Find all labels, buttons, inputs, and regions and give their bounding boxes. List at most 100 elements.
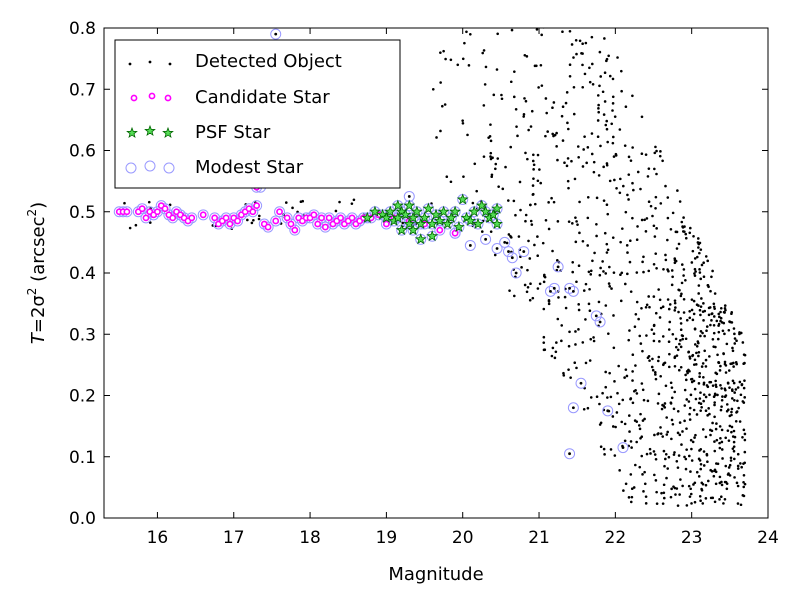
detected-object-point <box>700 365 704 368</box>
detected-object-point <box>439 51 442 54</box>
detected-object-point <box>586 244 589 247</box>
detected-object-point <box>666 238 669 242</box>
detected-object-point <box>667 269 670 273</box>
detected-object-point <box>570 43 574 46</box>
detected-object-point <box>699 277 703 281</box>
detected-object-point <box>556 220 560 223</box>
detected-object-point <box>682 216 685 219</box>
detected-object-point <box>547 302 551 306</box>
detected-object-point <box>723 332 726 336</box>
detected-object-point <box>720 483 724 487</box>
detected-object-point <box>653 235 657 238</box>
detected-object-point <box>602 113 606 116</box>
detected-object-point <box>537 86 540 89</box>
legend-marker-psf <box>162 126 174 138</box>
candidate-star-point <box>154 208 161 216</box>
detected-object-point <box>715 462 718 465</box>
detected-object-point <box>664 457 667 461</box>
detected-object-point <box>641 473 644 476</box>
modest-star-point <box>209 212 221 224</box>
detected-object-point <box>435 136 438 139</box>
modest-star-point <box>312 218 324 230</box>
detected-object-point <box>572 56 575 59</box>
detected-object-point <box>556 317 560 321</box>
detected-object-point <box>704 483 708 487</box>
detected-object-point <box>677 242 681 246</box>
detected-object-point <box>500 97 504 101</box>
detected-object-point <box>666 196 670 199</box>
detected-object-point <box>627 198 630 201</box>
detected-object-point <box>732 361 735 365</box>
x-tick-label: 16 <box>147 528 169 548</box>
detected-object-point <box>603 231 607 235</box>
detected-object-point <box>599 144 602 148</box>
detected-object-point <box>494 162 498 166</box>
detected-object-point <box>629 440 633 443</box>
detected-object-point <box>465 30 468 34</box>
detected-object-point <box>683 388 687 392</box>
detected-object-point <box>736 386 740 389</box>
detected-object-point <box>702 464 706 467</box>
x-tick-label: 24 <box>757 528 779 548</box>
candidate-star-point <box>276 208 283 216</box>
detected-object-point <box>702 275 706 279</box>
detected-object-point <box>715 372 719 376</box>
detected-object-point <box>675 354 679 357</box>
detected-object-point <box>698 449 701 452</box>
detected-object-point <box>524 99 528 103</box>
detected-object-point <box>581 85 585 89</box>
detected-object-point <box>660 407 664 411</box>
detected-object-point <box>736 484 740 488</box>
detected-object-point <box>659 374 662 378</box>
detected-object-point <box>712 474 716 478</box>
detected-object-point <box>493 253 497 257</box>
psf-star-point <box>445 211 458 223</box>
detected-object-point <box>742 481 745 484</box>
detected-object-point <box>610 287 613 290</box>
detected-object-point <box>667 365 671 369</box>
detected-object-point <box>730 321 734 324</box>
detected-object-point <box>705 329 708 333</box>
detected-object-point <box>597 300 601 304</box>
detected-object-point <box>683 225 686 228</box>
modest-star-point <box>544 285 556 297</box>
psf-star-point <box>468 205 481 217</box>
detected-object-point <box>634 364 637 367</box>
detected-object-point <box>588 66 591 70</box>
detected-object-point <box>699 463 703 466</box>
detected-object-point <box>299 200 303 204</box>
detected-object-point <box>602 270 605 273</box>
detected-object-point <box>736 467 740 470</box>
detected-object-point <box>732 429 736 433</box>
detected-object-point <box>679 478 682 481</box>
detected-object-point <box>578 200 581 204</box>
detected-object-point <box>536 254 540 257</box>
detected-object-point <box>672 453 676 456</box>
detected-object-point <box>683 419 686 423</box>
detected-object-point <box>706 259 710 263</box>
modest-star-center <box>571 406 575 410</box>
legend-marker-detected <box>128 62 132 66</box>
psf-star-point <box>384 205 397 217</box>
candidate-star-point <box>287 220 295 228</box>
detected-object-point <box>662 267 665 271</box>
candidate-star-point <box>310 211 318 219</box>
detected-object-point <box>730 312 733 316</box>
candidate-star-point <box>291 226 299 234</box>
detected-object-point <box>668 303 672 306</box>
detected-object-point <box>680 281 684 285</box>
detected-object-point <box>624 368 628 371</box>
detected-object-point <box>700 488 704 492</box>
detected-object-point <box>662 483 666 487</box>
detected-object-point <box>661 435 665 438</box>
detected-object-point <box>563 161 566 165</box>
detected-object-point <box>697 382 701 385</box>
legend-marker-candidate <box>164 94 172 102</box>
detected-object-point <box>685 318 689 322</box>
detected-object-point <box>618 191 622 195</box>
detected-object-point <box>567 368 570 371</box>
detected-object-point <box>439 129 442 133</box>
detected-object-point <box>697 284 701 287</box>
detected-object-point <box>541 241 545 245</box>
detected-object-point <box>562 374 566 377</box>
